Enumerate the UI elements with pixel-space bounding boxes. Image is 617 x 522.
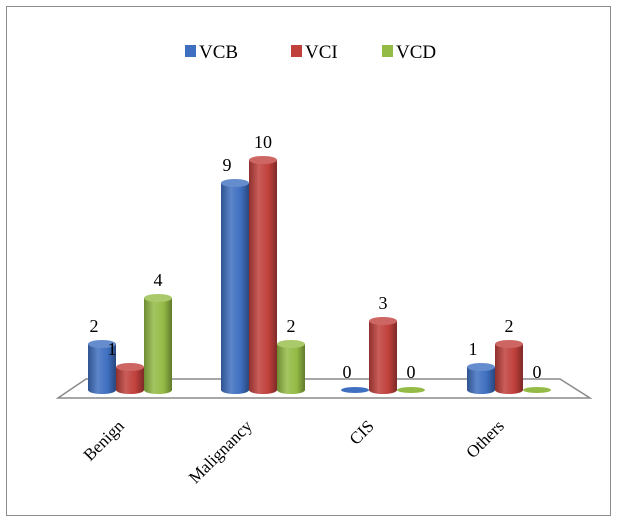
data-label-cis-vcd: 0: [407, 362, 416, 382]
legend-label-vci: VCI: [305, 42, 338, 63]
bar-benign-vcb: [88, 340, 116, 394]
data-label-benign-vcb: 2: [90, 316, 99, 336]
category-label-benign: Benign: [80, 416, 129, 465]
legend-item-vcb: VCB: [185, 42, 238, 63]
legend-swatch-vcb: [185, 45, 196, 57]
data-label-cis-vci: 3: [379, 293, 388, 313]
legend-swatch-vci: [291, 45, 302, 57]
bar-others-vci: [495, 340, 523, 394]
data-label-malignancy-vcb: 9: [223, 155, 232, 175]
legend-item-vcd: VCD: [382, 42, 436, 63]
bar-benign-vci: [116, 363, 144, 394]
bar-malignancy-vcd: [277, 340, 305, 394]
bars: [88, 156, 551, 394]
legend-item-vci: VCI: [291, 42, 338, 63]
category-axis: Benign Malignancy CIS Others: [80, 416, 508, 487]
data-label-malignancy-vcd: 2: [287, 316, 296, 336]
bar-cis-vci: [369, 317, 397, 394]
bar-others-vcb: [467, 363, 495, 394]
data-label-others-vcd: 0: [533, 362, 542, 382]
data-label-others-vci: 2: [505, 316, 514, 336]
bar-malignancy-vci: [249, 156, 277, 394]
bar-cis-vcd: [397, 387, 425, 393]
legend-label-vcd: VCD: [396, 42, 436, 63]
data-label-others-vcb: 1: [469, 339, 478, 359]
data-label-benign-vcd: 4: [154, 270, 163, 290]
bar-benign-vcd: [144, 294, 172, 394]
floor-plane: [55, 378, 593, 399]
data-label-malignancy-vci: 10: [254, 132, 272, 152]
chart-floor: [55, 378, 593, 399]
category-label-others: Others: [462, 416, 507, 461]
bar-malignancy-vcb: [221, 179, 249, 394]
category-label-malignancy: Malignancy: [185, 416, 256, 487]
data-label-benign-vci: 1: [108, 339, 117, 359]
chart-frame: VCB VCI VCD 2 1 4 9 10 2 0 3 0 1 2 0 Benign Malignancy…: [6, 6, 611, 516]
bar-cis-vcb: [341, 387, 369, 393]
legend-swatch-vcd: [382, 45, 393, 57]
data-label-cis-vcb: 0: [343, 362, 352, 382]
legend-label-vcb: VCB: [199, 42, 238, 63]
legend: VCB VCI VCD: [185, 42, 436, 63]
category-label-cis: CIS: [346, 416, 378, 448]
bar-others-vcd: [523, 387, 551, 393]
